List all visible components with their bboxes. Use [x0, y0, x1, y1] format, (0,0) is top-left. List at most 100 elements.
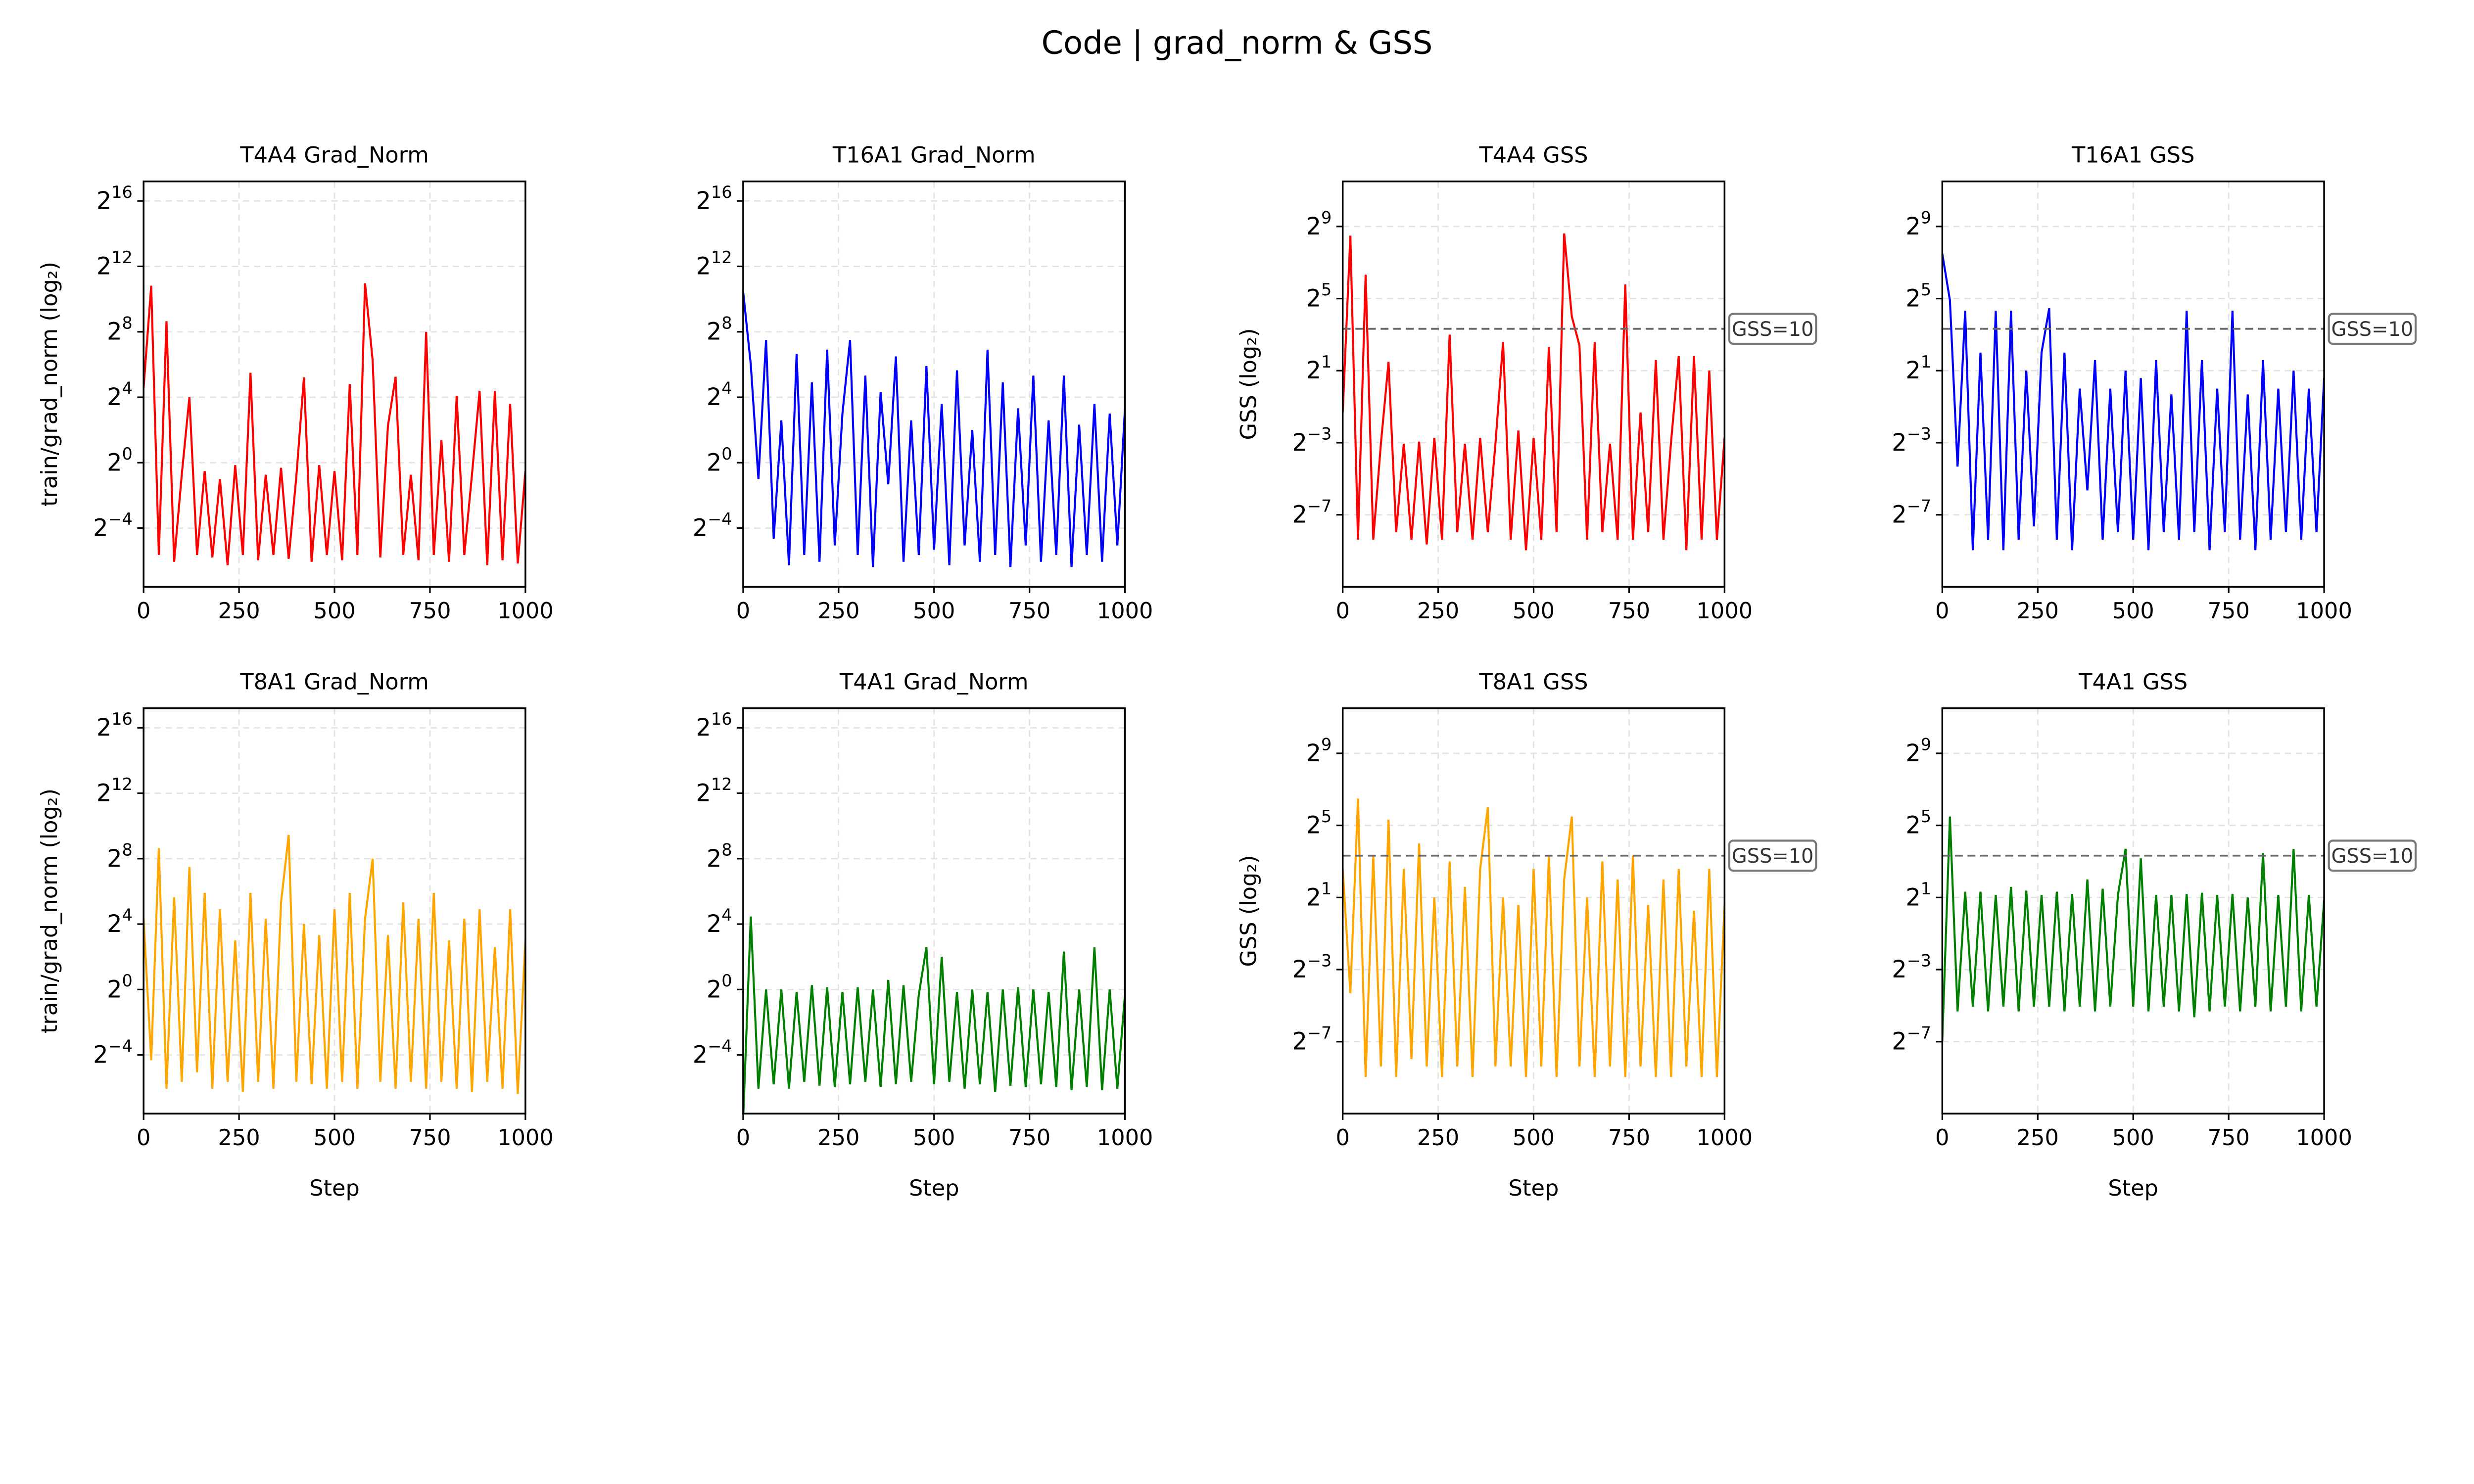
y-tick-exponent: 4: [721, 379, 732, 398]
x-axis-label: Step: [909, 1175, 959, 1201]
x-tick-label: 500: [1513, 598, 1555, 624]
x-tick-label: 1000: [497, 1125, 554, 1151]
y-tick-label: 21: [1306, 879, 1332, 911]
y-tick-base: 2: [93, 515, 108, 542]
y-tick-label: 2−4: [93, 510, 133, 542]
y-tick-exponent: −3: [1907, 951, 1931, 971]
subplot-title: T4A1 Grad_Norm: [839, 669, 1028, 695]
subplot-title: T8A1 Grad_Norm: [239, 669, 428, 695]
y-tick-exponent: 8: [721, 313, 732, 332]
threshold-label: GSS=10: [2331, 318, 2414, 341]
y-tick-label: 20: [707, 971, 732, 1003]
y-tick-exponent: 5: [1321, 280, 1332, 299]
y-tick-exponent: 1: [1321, 879, 1332, 898]
x-tick-label: 250: [2017, 1125, 2059, 1151]
series-line: [743, 916, 1125, 1114]
y-tick-label: 212: [96, 248, 133, 280]
y-tick-label: 2−3: [1892, 424, 1931, 457]
y-tick-label: 25: [1306, 807, 1332, 839]
figure: Code | grad_norm & GSS 0 250 500 750 1000216…: [36, 25, 2417, 1202]
y-tick-label: 212: [696, 248, 732, 280]
y-tick-base: 2: [1292, 429, 1307, 457]
x-tick-label: 750: [409, 598, 451, 624]
x-tick-label: 250: [1417, 1125, 1459, 1151]
y-tick-base: 2: [96, 714, 111, 742]
y-tick-base: 2: [1306, 285, 1321, 313]
y-tick-label: 2−7: [1292, 496, 1332, 528]
y-tick-label: 212: [96, 775, 133, 807]
y-tick-base: 2: [1905, 740, 1920, 767]
x-tick-label: 0: [1335, 1125, 1349, 1151]
y-tick-label: 25: [1905, 280, 1931, 312]
x-tick-label: 0: [137, 1125, 150, 1151]
y-tick-exponent: 9: [1321, 735, 1332, 754]
y-tick-label: 28: [707, 313, 732, 345]
series-line: [1942, 253, 2325, 551]
axes-frame: [1941, 707, 2325, 1115]
y-tick-base: 2: [707, 845, 721, 873]
y-axis-label: GSS (log₂): [1236, 328, 1261, 440]
y-axis-label: train/grad_norm (log₂): [37, 788, 62, 1033]
axes-frame: [1341, 707, 1726, 1115]
y-tick-base: 2: [707, 449, 721, 476]
x-axis-label: Step: [1509, 1175, 1559, 1201]
y-tick-base: 2: [1905, 213, 1920, 240]
y-tick-base: 2: [1892, 1028, 1906, 1056]
x-tick-label: 500: [313, 1125, 355, 1151]
y-tick-label: 24: [107, 906, 133, 938]
y-axis-label: train/grad_norm (log₂): [37, 262, 62, 507]
y-tick-label: 29: [1905, 208, 1931, 240]
y-tick-base: 2: [1306, 884, 1321, 911]
y-tick-base: 2: [1306, 812, 1321, 839]
y-tick-exponent: 0: [721, 444, 732, 464]
x-axis-label: Step: [2108, 1175, 2158, 1201]
y-tick-base: 2: [1892, 429, 1906, 457]
figure-title: Code | grad_norm & GSS: [1042, 25, 1433, 61]
y-tick-base: 2: [1905, 357, 1920, 384]
y-tick-exponent: 16: [711, 709, 732, 729]
threshold-label-box: [1728, 313, 1817, 345]
y-tick-base: 2: [707, 976, 721, 1003]
series-line: [743, 291, 1125, 567]
subplot-title: T16A1 Grad_Norm: [832, 142, 1036, 168]
y-tick-label: 2−3: [1292, 951, 1332, 983]
subplot-title: T4A1 GSS: [2078, 669, 2188, 695]
y-tick-base: 2: [96, 187, 111, 215]
y-tick-base: 2: [107, 319, 122, 346]
y-tick-base: 2: [1292, 502, 1307, 529]
y-tick-exponent: −4: [108, 1036, 133, 1056]
x-tick-label: 750: [1008, 598, 1050, 624]
y-tick-base: 2: [1306, 740, 1321, 767]
series-line: [143, 835, 525, 1094]
y-tick-label: 24: [707, 379, 732, 411]
y-tick-label: 24: [107, 379, 133, 411]
threshold-label: GSS=10: [1732, 845, 1814, 868]
series-line: [143, 283, 525, 565]
x-tick-label: 250: [218, 1125, 260, 1151]
y-tick-label: 2−7: [1292, 1023, 1332, 1055]
x-tick-label: 1000: [1097, 1125, 1153, 1151]
y-tick-base: 2: [696, 253, 711, 280]
y-tick-label: 2−7: [1892, 1023, 1931, 1055]
y-tick-label: 20: [107, 444, 133, 476]
x-tick-label: 500: [1513, 1125, 1555, 1151]
y-tick-base: 2: [96, 780, 111, 807]
y-tick-label: 24: [707, 906, 732, 938]
x-tick-label: 0: [1335, 598, 1349, 624]
y-tick-label: 20: [107, 971, 133, 1003]
y-tick-exponent: −7: [1307, 1023, 1332, 1042]
x-tick-label: 500: [2112, 598, 2154, 624]
y-tick-exponent: 16: [111, 709, 133, 729]
series-line: [1342, 798, 1725, 1077]
y-tick-exponent: 12: [711, 775, 732, 794]
y-tick-base: 2: [1292, 956, 1307, 983]
x-tick-label: 250: [218, 598, 260, 624]
y-tick-base: 2: [696, 780, 711, 807]
y-tick-label: 2−4: [93, 1036, 133, 1068]
y-tick-label: 216: [696, 183, 732, 215]
